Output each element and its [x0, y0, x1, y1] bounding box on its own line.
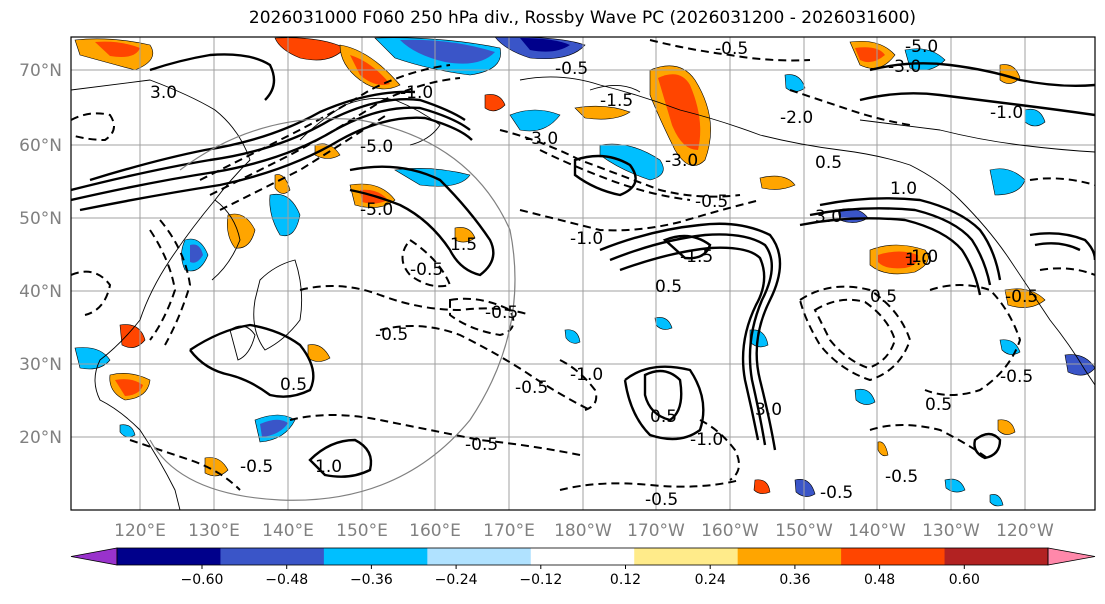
negative-contours [71, 39, 1095, 491]
colorbar-swatch [634, 548, 739, 565]
contour-label: -0.5 [695, 192, 728, 212]
graticule [71, 37, 1095, 510]
colorbar-swatch [323, 548, 428, 565]
contour-label: 1.5 [450, 235, 477, 255]
colorbar-tick-label: −0.36 [350, 572, 393, 588]
contour-label: -1.5 [680, 247, 713, 267]
lat-label: 50°N [19, 209, 62, 229]
lon-label: 130°W [922, 521, 980, 541]
contour-label: -0.5 [715, 39, 748, 59]
colorbar-tick-label: −0.24 [435, 572, 478, 588]
map-title: 2026031000 F060 250 hPa div., Rossby Wav… [248, 8, 917, 28]
contour-label: -0.5 [240, 457, 273, 477]
contour-label: 3.0 [815, 207, 842, 227]
lat-label: 20°N [19, 428, 62, 448]
lon-label: 170°E [483, 521, 535, 541]
colorbar-tick-label: −0.48 [265, 572, 308, 588]
contour-labels: -0.5 -0.5 -1.0 -5.0 -3.0 -2.0 3.0 -1.0 -… [150, 37, 1038, 510]
map-frame [70, 36, 1096, 511]
contour-label: -0.5 [1000, 367, 1033, 387]
colorbar-swatch [427, 548, 532, 565]
colorbar-tick-label: −0.60 [181, 572, 224, 588]
contour-label: 0.5 [925, 395, 952, 415]
colorbar-tick-label: −0.12 [519, 572, 562, 588]
contour-label: -5.0 [360, 137, 393, 157]
contour-label: 1.0 [905, 250, 932, 270]
latitude-labels: 70°N 60°N 50°N 40°N 30°N 20°N [19, 61, 62, 448]
lat-label: 40°N [19, 282, 62, 302]
colorbar-tick-label: 0.48 [864, 572, 895, 588]
lat-label: 60°N [19, 136, 62, 156]
contour-label: -0.5 [1005, 287, 1038, 307]
lon-label: 120°E [114, 521, 166, 541]
contour-label: -3.0 [888, 57, 921, 77]
contour-label: -0.5 [820, 483, 853, 503]
positive-contours [71, 53, 1095, 478]
contour-label: 3.0 [755, 400, 782, 420]
lon-label: 150°E [336, 521, 388, 541]
contour-label: -1.0 [990, 103, 1023, 123]
lon-label: 160°W [701, 521, 759, 541]
contour-label: -3.0 [525, 129, 558, 149]
contour-label: -0.5 [555, 59, 588, 79]
lat-label: 30°N [19, 355, 62, 375]
contour-label: -0.5 [515, 378, 548, 398]
divergence-shading [74, 37, 1095, 507]
colorbar-tick-label: 0.24 [695, 572, 726, 588]
contour-label: -5.0 [360, 200, 393, 220]
contour-label: -1.0 [570, 365, 603, 385]
lon-label: 150°W [775, 521, 833, 541]
contour-label: 0.5 [870, 287, 897, 307]
colorbar-tick-label: 0.12 [610, 572, 641, 588]
contour-label: 3.0 [150, 83, 177, 103]
colorbar-tick-label: 0.60 [949, 572, 980, 588]
contour-label: 0.5 [280, 375, 307, 395]
contour-label: -0.5 [375, 325, 408, 345]
contour-label: -1.0 [570, 229, 603, 249]
contour-label: -0.5 [645, 490, 678, 510]
lat-label: 70°N [19, 61, 62, 81]
lon-label: 140°W [848, 521, 906, 541]
contour-label: 0.5 [650, 407, 677, 427]
lon-label: 120°W [996, 521, 1054, 541]
contour-label: -5.0 [905, 37, 938, 57]
contour-label: -1.0 [690, 430, 723, 450]
contour-label: -0.5 [465, 435, 498, 455]
contour-label: 0.5 [655, 277, 682, 297]
lon-label: 130°E [188, 521, 240, 541]
lon-label: 180°W [554, 521, 612, 541]
colorbar-extend-min [70, 547, 118, 566]
lon-label: 170°W [627, 521, 685, 541]
lon-label: 160°E [409, 521, 461, 541]
contour-label: 1.0 [890, 179, 917, 199]
colorbar-tick-label: 0.36 [779, 572, 810, 588]
lon-label: 140°E [262, 521, 314, 541]
colorbar-swatch [841, 548, 946, 565]
contour-label: -3.0 [665, 151, 698, 171]
colorbar-swatch [117, 548, 221, 565]
contour-label: -0.5 [485, 303, 518, 323]
colorbar-swatch [737, 548, 842, 565]
contour-label: -2.0 [780, 108, 813, 128]
wave-packet-circle [149, 117, 516, 501]
contour-label: -0.5 [410, 260, 443, 280]
colorbar-swatch [944, 548, 1049, 565]
colorbar-extend-max [1047, 547, 1096, 566]
contour-label: -1.5 [600, 91, 633, 111]
contour-label: 1.0 [315, 457, 342, 477]
longitude-labels: 120°E 130°E 140°E 150°E 160°E 170°E 180°… [114, 521, 1054, 541]
colorbar: −0.60 −0.48 −0.36 −0.24 −0.12 0.12 0.24 0.36 0.4… [70, 547, 1096, 588]
map-panel: -0.5 -0.5 -1.0 -5.0 -3.0 -2.0 3.0 -1.0 -… [71, 37, 1095, 510]
contour-label: 0.5 [815, 153, 842, 173]
colorbar-swatch [530, 548, 635, 565]
colorbar-frame [116, 547, 1049, 566]
contour-label: -0.5 [885, 467, 918, 487]
contour-label: -1.0 [400, 83, 433, 103]
colorbar-swatch [220, 548, 325, 565]
contour-label: -1.0 [905, 247, 938, 267]
